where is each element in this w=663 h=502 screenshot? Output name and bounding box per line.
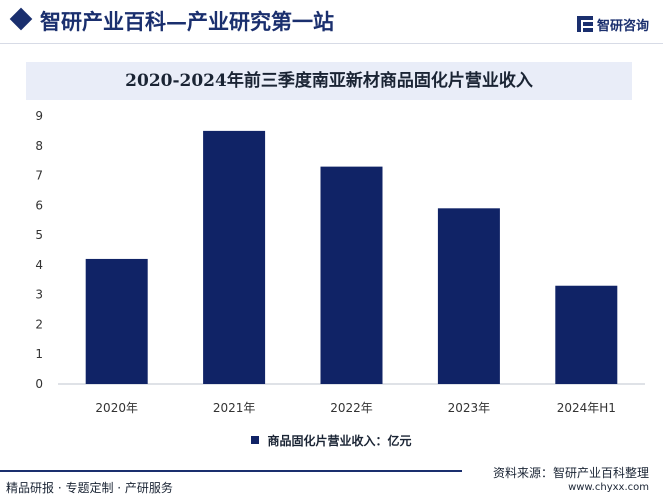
y-tick-label: 4 xyxy=(35,258,43,272)
zhiyan-logo-icon xyxy=(576,16,593,32)
header-divider xyxy=(0,43,663,44)
legend: 商品固化片营业收入：亿元 xyxy=(0,432,663,448)
footer: 资料来源：智研产业百科整理 精品研报 · 专题定制 · 产研服务 www.chy… xyxy=(0,464,663,502)
y-tick-label: 5 xyxy=(35,228,43,242)
site-title: 智研产业百科—产业研究第一站 xyxy=(40,9,334,34)
legend-swatch xyxy=(251,436,260,444)
bar xyxy=(555,285,618,384)
y-tick-label: 7 xyxy=(35,169,43,183)
legend-label: 商品固化片营业收入：亿元 xyxy=(267,433,412,448)
bar xyxy=(437,208,500,384)
y-tick-label: 8 xyxy=(35,139,43,153)
footer-source: 资料来源：智研产业百科整理 xyxy=(492,466,649,480)
y-tick-label: 1 xyxy=(35,347,43,361)
logo[interactable]: 智研咨询 xyxy=(576,14,649,34)
bar xyxy=(203,130,266,384)
footer-divider xyxy=(0,470,462,472)
footer-tagline: 精品研报 · 专题定制 · 产研服务 xyxy=(6,481,173,495)
y-tick-label: 9 xyxy=(35,109,43,123)
x-tick-label: 2023年 xyxy=(448,401,491,415)
footer-url[interactable]: www.chyxx.com xyxy=(568,482,649,493)
chart-title: 2020-2024年前三季度南亚新材商品固化片营业收入 xyxy=(125,71,533,91)
logo-text: 智研咨询 xyxy=(596,18,649,34)
bar-chart: 0 1 2 3 4 5 6 7 8 9 2020年 2021年 2022年 2023年 2024年H1 xyxy=(35,109,645,415)
header: 智研产业百科—产业研究第一站 智研咨询 xyxy=(0,0,663,44)
y-tick-label: 3 xyxy=(35,288,43,302)
y-tick-label: 6 xyxy=(35,198,43,212)
y-tick-label: 0 xyxy=(35,377,43,391)
x-tick-label: 2024年H1 xyxy=(557,401,616,415)
bar xyxy=(320,166,383,384)
x-tick-label: 2021年 xyxy=(213,401,256,415)
x-tick-label: 2022年 xyxy=(330,401,373,415)
bar xyxy=(85,258,148,384)
x-tick-label: 2020年 xyxy=(95,401,138,415)
chart-title-band: 2020-2024年前三季度南亚新材商品固化片营业收入 xyxy=(26,62,632,100)
y-tick-label: 2 xyxy=(35,317,43,331)
